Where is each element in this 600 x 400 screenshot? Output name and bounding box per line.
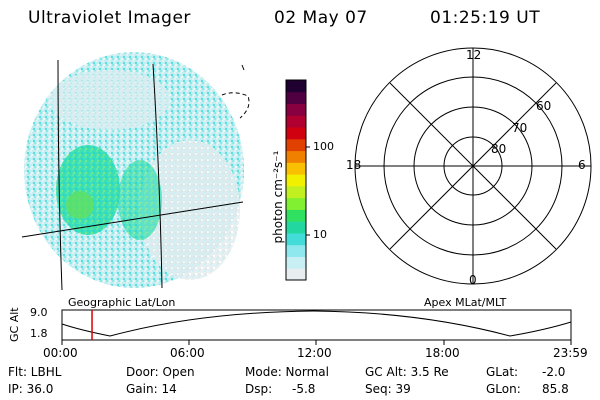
status-door: Door: Open [126,365,195,379]
time-label: 01:25:19 UT [430,8,541,28]
orbit-x-tick-1: 06:00 [170,346,205,360]
colorbar-swatch [286,174,306,187]
orbit-y-label: GC Alt [8,307,21,342]
colorbar-swatch [286,91,306,105]
colorbar-tick-100: 100 [313,140,334,153]
colorbar-swatch [286,209,306,222]
orbit-y-min: 1.8 [30,327,48,340]
date-label: 02 May 07 [274,8,368,28]
status-dsp-value: -5.8 [292,382,316,396]
status-glon-label: GLon: [486,382,521,396]
polar-label-12: 12 [466,48,482,62]
polar-plot [354,47,592,285]
orbit-altitude-curve [61,310,572,337]
colorbar-swatch [286,185,306,199]
colorbar-swatch [286,244,306,257]
geographic-label: Geographic Lat/Lon [68,296,176,309]
orbit-x-tick-2: 12:00 [297,346,332,360]
instrument-title: Ultraviolet Imager [28,8,191,28]
orbit-x-tick-4: 23:59 [553,346,588,360]
status-filter: Flt: LBHL [8,365,62,379]
status-glat-label: GLat: [486,365,519,379]
colorbar-swatch [286,268,306,281]
status-glon-value: 85.8 [542,382,569,396]
status-glat-value: -2.0 [542,365,566,379]
image-disk [24,52,244,288]
colorbar-swatch [286,221,306,234]
colorbar-swatch [286,115,306,128]
geographic-grid [21,59,250,291]
orbit-y-max: 9.0 [30,306,48,319]
status-gain: Gain: 14 [126,382,177,396]
polar-label-18: 18 [346,158,362,172]
orbit-x-ticks [61,340,572,345]
orbit-plot-frame [61,309,572,341]
polar-label-0: 0 [469,273,477,287]
status-gc-alt: GC Alt: 3.5 Re [365,365,449,379]
status-mode: Mode: Normal [245,365,329,379]
colorbar-swatch [286,150,306,163]
apex-label: Apex MLat/MLT [424,296,507,309]
colorbar-swatch [286,103,306,116]
colorbar-swatch [286,138,306,152]
status-seq: Seq: 39 [365,382,411,396]
colorbar-unit-label: photon cm⁻²s⁻¹ [271,150,285,244]
colorbar-swatch [286,80,306,93]
polar-label-6: 6 [578,158,586,172]
colorbar-swatch [286,232,306,246]
colorbar-tick-10: 10 [313,228,327,241]
orbit-x-tick-3: 18:00 [425,346,460,360]
colorbar-swatch [286,162,306,175]
polar-label-60: 60 [536,99,552,113]
polar-label-80: 80 [491,142,507,156]
colorbar-swatch [286,256,306,269]
status-ip: IP: 36.0 [8,382,54,396]
colorbar-swatch [286,127,306,140]
status-dsp-label: Dsp: [245,382,273,396]
colorbar-frame [285,79,307,281]
colorbar-swatch [286,197,306,210]
colorbar [286,80,306,281]
polar-label-70: 70 [512,121,528,135]
orbit-x-tick-0: 00:00 [43,346,78,360]
